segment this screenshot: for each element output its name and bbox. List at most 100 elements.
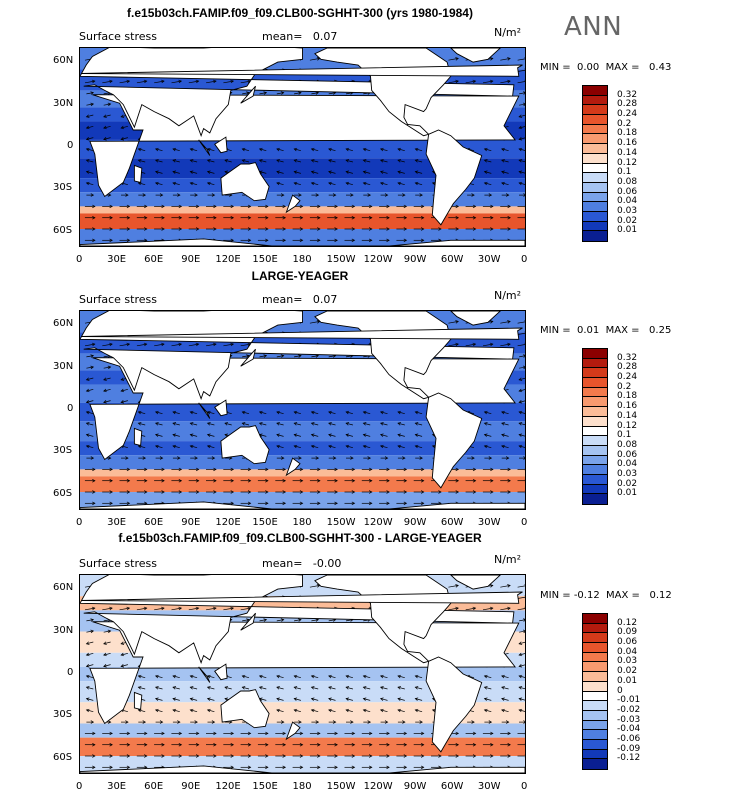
- wind-vector-head: [213, 467, 217, 472]
- x-tick-label: 0: [521, 254, 528, 265]
- wind-vector-head: [507, 215, 511, 220]
- wind-vector-head: [379, 444, 384, 449]
- wind-vector: [86, 103, 94, 106]
- wind-vector-head: [154, 433, 159, 437]
- wind-vector-head: [189, 697, 194, 701]
- wind-vector-head: [280, 720, 285, 724]
- wind-vector: [86, 630, 94, 633]
- wind-vector-head: [265, 490, 269, 494]
- wind-vector-head: [247, 227, 252, 231]
- wind-vector: [207, 422, 215, 426]
- wind-vector-head: [299, 765, 304, 770]
- wind-vector-head: [280, 618, 285, 622]
- wind-vector: [276, 171, 284, 174]
- wind-vector: [155, 698, 163, 701]
- continent-outline: [425, 656, 483, 753]
- continent-outline: [240, 85, 256, 104]
- field-band: [80, 441, 525, 456]
- wind-vector-head: [403, 501, 408, 506]
- wind-vector-head: [397, 147, 401, 152]
- wind-vector: [138, 182, 146, 186]
- wind-vector-head: [230, 215, 235, 220]
- wind-vector: [86, 171, 94, 174]
- wind-vector: [311, 171, 319, 174]
- wind-vector-head: [247, 467, 252, 472]
- wind-vector-head: [403, 742, 408, 747]
- colorbar-swatch: [583, 739, 607, 750]
- x-tick-label: 0: [76, 517, 83, 528]
- wind-vector-head: [265, 227, 269, 231]
- wind-vector-head: [178, 204, 183, 209]
- wind-vector-head: [126, 467, 131, 472]
- wind-vector-head: [85, 664, 90, 668]
- wind-vector-head: [368, 204, 373, 209]
- colorbar-label: 0.32: [617, 89, 638, 100]
- wind-vector-head: [522, 629, 525, 634]
- wind-vector: [223, 343, 234, 347]
- wind-vector-head: [403, 227, 408, 231]
- wind-vector-head: [298, 354, 302, 358]
- wind-vector-head: [379, 697, 384, 701]
- wind-vector: [86, 366, 94, 369]
- wind-vector: [207, 675, 215, 679]
- wind-vector-head: [109, 467, 113, 472]
- wind-vector: [448, 58, 459, 61]
- max-value: 0.12: [649, 590, 672, 601]
- wind-vector-head: [172, 170, 177, 174]
- colorbar-swatch: [583, 416, 607, 427]
- field-band: [80, 681, 525, 703]
- wind-vector-head: [247, 742, 252, 747]
- wind-vector-head: [103, 652, 107, 657]
- wind-vector: [465, 343, 476, 347]
- wind-vector-head: [299, 238, 304, 243]
- wind-vector-head: [142, 456, 147, 460]
- wind-vector-head: [172, 697, 177, 701]
- wind-vector: [207, 182, 215, 186]
- wind-vector: [380, 698, 388, 701]
- wind-vector-head: [265, 215, 269, 220]
- wind-vector: [311, 148, 319, 152]
- wind-vector-head: [420, 765, 425, 770]
- wind-vector-head: [120, 400, 125, 404]
- wind-vector-head: [317, 238, 321, 243]
- wind-vector: [363, 434, 371, 437]
- wind-vector: [415, 686, 423, 690]
- wind-vector: [190, 675, 198, 679]
- wind-vector-head: [351, 501, 356, 506]
- wind-vector: [259, 148, 267, 152]
- y-tick-label: 60S: [53, 487, 73, 499]
- wind-vector-head: [315, 193, 320, 197]
- wind-vector-head: [362, 422, 367, 426]
- wind-vector-head: [154, 697, 159, 701]
- wind-vector-head: [334, 478, 338, 483]
- min-label: MIN =: [540, 325, 571, 336]
- colorbar-swatch: [583, 144, 607, 154]
- wind-vector: [86, 422, 94, 426]
- wind-vector: [103, 125, 111, 129]
- colorbar-label: 0.12: [617, 157, 638, 168]
- wind-vector: [207, 698, 215, 701]
- wind-vector: [519, 171, 525, 174]
- wind-vector-head: [310, 181, 315, 186]
- min-label: MIN =: [540, 590, 571, 601]
- wind-vector: [172, 675, 180, 679]
- wind-vector-head: [299, 478, 304, 483]
- colorbar-label: -0.02: [617, 704, 641, 715]
- wind-vector: [519, 445, 525, 448]
- wind-vector: [103, 641, 111, 645]
- wind-vector-head: [518, 147, 523, 152]
- wind-vector: [397, 445, 405, 449]
- wind-vector: [517, 596, 525, 599]
- wind-vector: [259, 171, 267, 174]
- wind-vector-head: [92, 467, 96, 472]
- wind-vector-head: [501, 170, 505, 174]
- wind-vector-head: [362, 697, 367, 701]
- continent-outline: [285, 721, 301, 741]
- wind-vector: [380, 709, 388, 713]
- wind-vector-head: [195, 490, 200, 494]
- wind-vector-head: [206, 686, 211, 690]
- wind-vector-head: [345, 147, 350, 152]
- wind-vector-head: [109, 501, 113, 506]
- wind-vector-head: [92, 731, 96, 736]
- wind-vector-head: [276, 686, 280, 690]
